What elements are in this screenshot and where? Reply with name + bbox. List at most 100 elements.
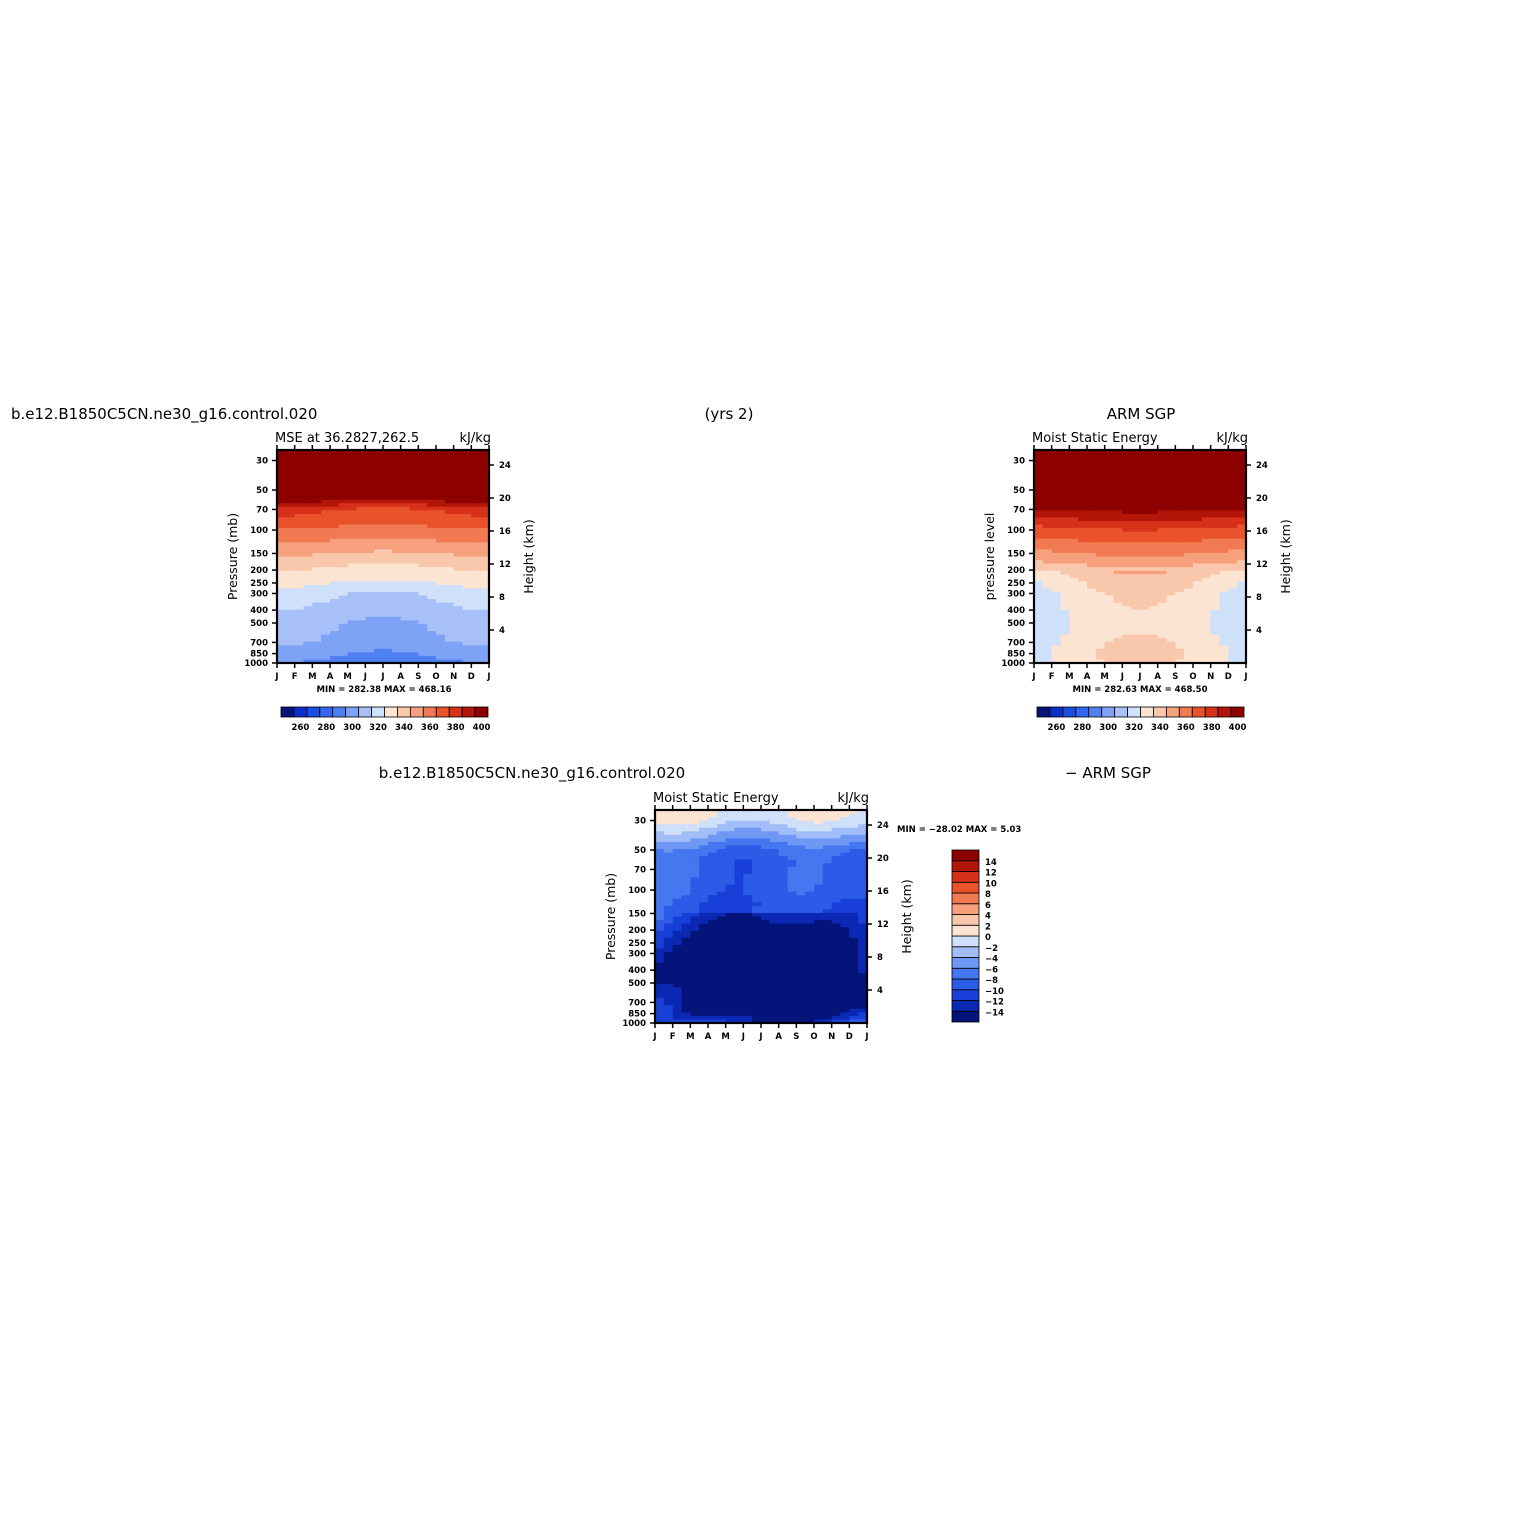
contour-cell (1087, 652, 1097, 657)
contour-cell (805, 856, 815, 861)
contour-cell (480, 460, 490, 465)
contour-cell (849, 905, 859, 910)
contour-cell (655, 976, 665, 981)
contour-cell (321, 535, 331, 540)
contour-cell (1148, 535, 1159, 540)
contour-cell (1210, 652, 1221, 657)
contour-cell (814, 841, 824, 847)
contour-cell (831, 983, 842, 989)
contour-cell (787, 983, 797, 989)
contour-cell (374, 492, 384, 497)
contour-cell (1219, 641, 1229, 646)
contour-cell (1087, 581, 1097, 586)
contour-cell (471, 609, 481, 614)
contour-cell (822, 948, 833, 953)
contour-cell (365, 503, 375, 508)
contour-cell (347, 524, 358, 529)
contour-cell (374, 467, 384, 472)
contour-cell (1210, 453, 1221, 458)
contour-cell (1219, 638, 1229, 643)
contour-cell (1157, 499, 1168, 504)
contour-cell (303, 638, 313, 643)
contour-cell (752, 856, 762, 861)
contour-cell (655, 905, 665, 910)
contour-cell (849, 817, 859, 822)
contour-cell (374, 567, 384, 572)
contour-cell (778, 881, 789, 886)
contour-cell (453, 528, 464, 533)
contour-cell (400, 634, 411, 639)
contour-cell (365, 595, 375, 600)
contour-cell (285, 506, 296, 511)
contour-cell (338, 521, 349, 526)
contour-cell (303, 464, 313, 469)
contour-cell (374, 592, 384, 597)
contour-cell (374, 581, 384, 586)
contour-cell (1122, 528, 1132, 533)
contour-cell (1210, 457, 1221, 462)
contour-cell (480, 570, 490, 575)
contour-cell (471, 606, 481, 611)
contour-cell (840, 934, 850, 939)
contour-cell (699, 987, 709, 992)
contour-cell (303, 538, 313, 543)
contour-cell (303, 535, 313, 540)
contour-cell (1113, 457, 1123, 462)
contour-cell (356, 549, 366, 554)
contour-cell (1175, 641, 1185, 646)
contour-cell (330, 592, 340, 597)
contour-cell (1042, 552, 1053, 558)
contour-cell (1060, 567, 1070, 572)
contour-cell (480, 563, 490, 568)
contour-cell (330, 595, 340, 600)
contour-cell (805, 941, 815, 946)
contour-cell (453, 556, 464, 561)
contour-cell (444, 631, 455, 636)
contour-cell (1131, 599, 1141, 604)
contour-cell (383, 471, 393, 476)
contour-cell (1104, 659, 1115, 664)
contour-cell (338, 503, 349, 508)
contour-cell (743, 884, 753, 889)
contour-cell (312, 528, 322, 533)
colorbar-box (951, 989, 980, 1001)
contour-cell (1034, 506, 1044, 511)
contour-cell (778, 923, 789, 928)
contour-cell (374, 524, 384, 529)
contour-cell (427, 592, 437, 597)
contour-cell (681, 1019, 691, 1024)
contour-cell (374, 478, 384, 483)
contour-cell (400, 460, 411, 465)
contour-cell (1219, 577, 1229, 582)
contour-cell (427, 471, 437, 476)
contour-cell (716, 912, 727, 918)
contour-cell (1060, 588, 1070, 593)
contour-cell (391, 542, 402, 547)
contour-cell (1166, 634, 1176, 639)
contour-cell (1131, 570, 1141, 575)
contour-cell (1157, 496, 1168, 501)
contour-cell (462, 531, 472, 536)
contour-cell (418, 524, 428, 529)
contour-cell (365, 652, 375, 657)
contour-cell (356, 623, 366, 629)
contour-cell (1201, 655, 1212, 661)
contour-cell (356, 503, 366, 508)
contour-cell (1078, 560, 1088, 565)
contour-cell (699, 912, 709, 918)
contour-cell (330, 631, 340, 636)
contour-cell (1193, 606, 1203, 611)
contour-cell (338, 506, 349, 511)
contour-cell (1228, 506, 1238, 511)
contour-cell (708, 991, 718, 996)
contour-cell (418, 464, 428, 469)
contour-cell (330, 538, 340, 543)
contour-cell (716, 891, 727, 896)
contour-cell (849, 944, 859, 950)
min-max-text: MIN = 282.63 MAX = 468.50 (1073, 685, 1208, 695)
contour-cell (285, 570, 296, 575)
contour-cell (822, 1012, 833, 1017)
contour-cell (436, 489, 446, 494)
contour-cell (444, 481, 455, 487)
contour-cell (761, 969, 771, 974)
